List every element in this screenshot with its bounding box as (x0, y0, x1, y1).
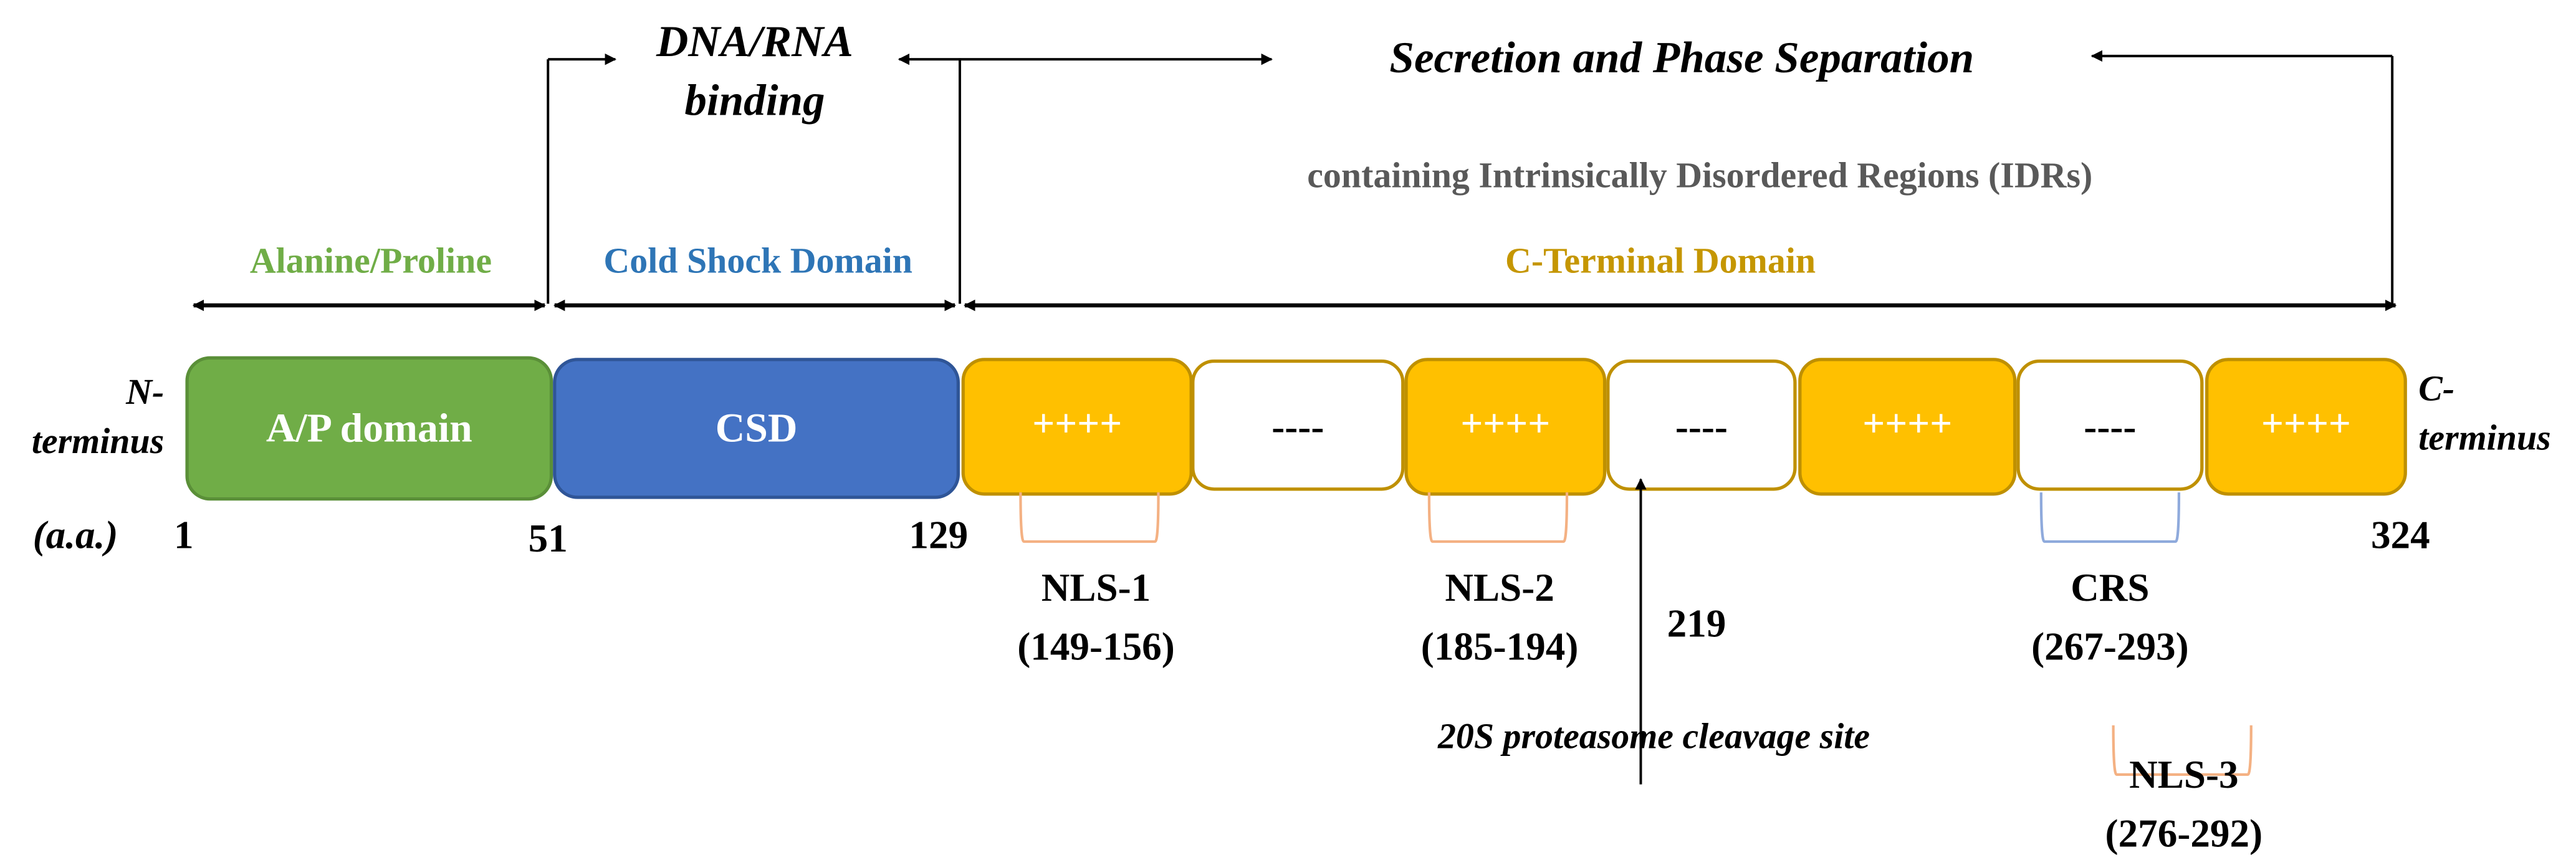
idr-label: containing Intrinsically Disordered Regi… (1307, 155, 2092, 195)
segment-charge-label: ---- (2084, 405, 2136, 449)
cleavage-position: 219 (1667, 602, 1726, 646)
position-129: 129 (909, 514, 968, 557)
negative-charge-segment (1191, 359, 1405, 491)
nls1-name: NLS-1 (1041, 566, 1151, 609)
cold-shock-domain-label: Cold Shock Domain (603, 240, 912, 280)
segment-charge-label: ---- (1675, 405, 1728, 449)
crs-name: CRS (2071, 566, 2149, 609)
nls2-bracket (1427, 492, 1569, 543)
dna-rna-binding-label: DNA/RNA (656, 17, 853, 66)
segment-charge-label: ++++ (1460, 402, 1550, 446)
nls2-name: NLS-2 (1445, 566, 1554, 609)
c-terminal-domain-label: C-Terminal Domain (1505, 240, 1816, 280)
nls2-range: (185-194) (1421, 625, 1579, 669)
nls3-bracket (2112, 725, 2253, 776)
secretion-phase-separation-label: Secretion and Phase Separation (1389, 34, 1974, 82)
nls3-range: (276-292) (2105, 812, 2263, 856)
n-terminus-label: N- (125, 371, 164, 412)
segment-charge-label: ++++ (1862, 402, 1952, 446)
nls1-range: (149-156) (1017, 625, 1175, 669)
segment-charge-label: ---- (1271, 405, 1324, 449)
ap-domain-box (185, 356, 553, 501)
nls3-name: NLS-3 (2129, 753, 2238, 796)
segment-charge-label: ++++ (2261, 402, 2351, 446)
nls1-bracket (1019, 492, 1160, 543)
alanine-proline-label: Alanine/Proline (250, 240, 492, 280)
csd-box-label: CSD (716, 405, 798, 451)
cleavage-site-label: 20S proteasome cleavage site (1437, 716, 1870, 757)
position-1: 1 (174, 514, 194, 557)
segment-charge-label: ++++ (1032, 402, 1122, 446)
position-324: 324 (2371, 514, 2430, 557)
crs-range: (267-293) (2031, 625, 2189, 669)
positive-charge-segment (2205, 358, 2407, 496)
positive-charge-segment (1798, 358, 2017, 496)
crs-bracket (2039, 492, 2181, 543)
function-arrows (547, 50, 2394, 304)
negative-charge-segment (1606, 359, 1797, 491)
dna-rna-binding-label-line2: binding (684, 77, 825, 125)
position-51: 51 (529, 517, 568, 560)
ap-domain-box-label: A/P domain (266, 405, 472, 451)
c-terminus-label: C- (2418, 368, 2454, 409)
negative-charge-segment (2016, 359, 2204, 491)
c-terminus-label-line2: terminus (2418, 418, 2550, 458)
ctd-segments: ++++ ---- ++++ ---- ++++ ---- ++++ (961, 358, 2407, 496)
aa-unit-label: (a.a.) (33, 514, 118, 557)
positive-charge-segment (1404, 358, 1607, 496)
n-terminus-label-line2: terminus (32, 421, 164, 461)
csd-box (553, 358, 960, 499)
